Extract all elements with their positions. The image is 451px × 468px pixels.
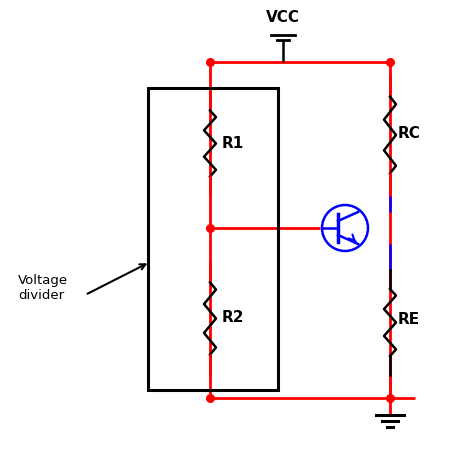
Text: VCC: VCC (266, 10, 300, 25)
Text: R1: R1 (222, 136, 244, 151)
Bar (148, 88, 278, 390)
Text: Voltage
divider: Voltage divider (18, 274, 68, 302)
Text: R2: R2 (222, 310, 244, 326)
Text: RE: RE (398, 313, 420, 328)
Text: RC: RC (398, 125, 421, 140)
